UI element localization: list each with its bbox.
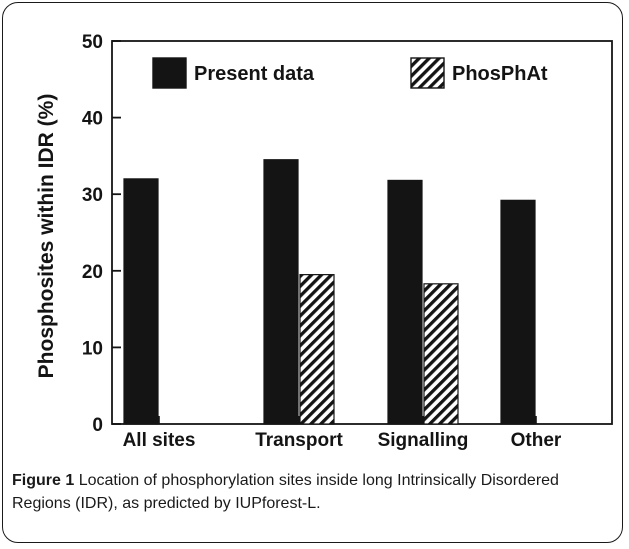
- legend-swatch-present-data: [152, 57, 187, 89]
- y-tick-label: 10: [82, 338, 103, 359]
- y-tick-label: 50: [82, 32, 103, 53]
- plot-area-frame: [111, 40, 613, 425]
- bar-present-data: [263, 159, 299, 425]
- bar-present-data: [387, 179, 423, 425]
- y-tick-label: 0: [92, 415, 103, 436]
- y-axis-label: Phosphosites within IDR (%): [35, 94, 58, 379]
- legend-label: Present data: [194, 63, 315, 85]
- x-tick-label: Transport: [255, 430, 343, 451]
- x-tick-label: Other: [511, 430, 562, 451]
- caption-text: Location of phosphorylation sites inside…: [12, 472, 559, 512]
- bar-phosphat: [423, 283, 459, 425]
- bar-phosphat: [299, 274, 335, 425]
- legend-label: PhosPhAt: [452, 63, 548, 85]
- x-tick-label: All sites: [123, 430, 196, 451]
- y-tick-label: 30: [82, 185, 103, 206]
- bar-present-data: [500, 199, 536, 425]
- bar-present-data: [123, 178, 159, 425]
- y-tick-label: 40: [82, 109, 103, 130]
- x-tick-label: Signalling: [378, 430, 469, 451]
- caption-label: Figure 1: [12, 472, 75, 489]
- bar-chart: 0 10 20 30 40 50 All sites Transport Signalling O…: [35, 32, 613, 451]
- figure-caption: Figure 1 Location of phosphorylation sit…: [12, 469, 608, 515]
- y-tick-label: 20: [82, 262, 103, 283]
- legend-swatch-phosphat: [410, 57, 445, 89]
